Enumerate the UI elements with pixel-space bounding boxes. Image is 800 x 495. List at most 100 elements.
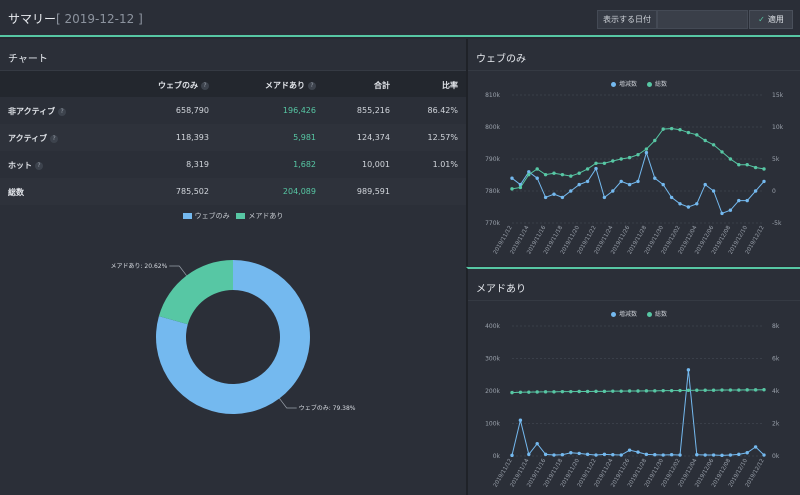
data-point — [720, 453, 724, 458]
cell-web: 658,790 — [175, 106, 209, 115]
row-label: ホット? — [8, 160, 43, 171]
cell-mail: 1,682 — [293, 160, 316, 169]
donut-slice — [156, 260, 310, 414]
data-point — [543, 390, 548, 394]
data-point — [577, 171, 581, 175]
data-point — [535, 390, 539, 394]
data-point — [728, 388, 733, 392]
data-point — [644, 389, 649, 393]
legend-label-total[interactable]: 総数 — [654, 81, 667, 88]
page-title-date: [ 2019-12-12 ] — [56, 12, 143, 26]
data-point — [711, 453, 716, 457]
data-point — [602, 161, 607, 165]
data-point — [636, 153, 640, 157]
data-point — [669, 126, 674, 131]
data-point — [527, 390, 531, 394]
apply-button[interactable]: ✓ 適用 — [749, 10, 793, 29]
data-point — [695, 453, 699, 457]
data-point — [669, 453, 674, 457]
data-point — [585, 389, 590, 394]
column-header-mail: メアドあり? — [265, 80, 316, 91]
data-point — [728, 453, 733, 457]
date-input[interactable] — [657, 10, 748, 29]
data-point — [560, 172, 565, 177]
data-point — [619, 179, 623, 184]
data-point — [678, 128, 682, 132]
data-point — [728, 157, 733, 161]
cell-ratio: 86.42% — [427, 106, 458, 115]
table-row: アクティブ? 118,393 5,981 124,374 12.57% — [0, 124, 466, 151]
data-point — [535, 176, 539, 180]
data-point — [661, 127, 665, 131]
help-icon[interactable]: ? — [50, 134, 59, 143]
data-point — [703, 182, 707, 187]
help-icon[interactable]: ? — [58, 107, 67, 116]
page-title: サマリー[ 2019-12-12 ] — [8, 10, 143, 27]
data-point — [518, 185, 523, 190]
data-point — [627, 389, 632, 393]
data-point — [678, 202, 682, 206]
cell-ratio: 12.57% — [427, 133, 458, 142]
data-point — [653, 389, 657, 393]
row-label: 非アクティブ? — [8, 106, 67, 117]
data-point — [720, 150, 724, 154]
web-only-legend: 増減数 総数 — [468, 79, 800, 88]
data-point — [518, 418, 523, 422]
legend-label-change[interactable]: 増減数 — [619, 311, 638, 318]
data-point — [560, 453, 565, 457]
data-point — [510, 390, 514, 395]
data-point — [711, 388, 716, 392]
data-point — [543, 195, 548, 200]
data-point — [653, 138, 657, 143]
data-point — [720, 211, 724, 216]
help-icon[interactable]: ? — [201, 81, 209, 90]
data-point — [510, 176, 514, 180]
legend-dot-total — [646, 82, 652, 87]
cell-total: 855,216 — [356, 106, 390, 115]
data-point — [619, 389, 623, 393]
legend-label-mail[interactable]: メアドあり — [248, 212, 284, 220]
data-point — [594, 161, 598, 165]
y-tick-label: 4k — [772, 388, 780, 395]
data-point — [737, 388, 741, 392]
y-tick-label: 400k — [485, 323, 500, 330]
data-point — [569, 174, 573, 178]
data-point — [737, 162, 741, 167]
help-icon[interactable]: ? — [308, 81, 316, 90]
data-point — [745, 198, 749, 203]
donut-chart: ウェブのみ: 79.38% メアドあり: 20.62% — [110, 260, 356, 414]
data-point — [669, 388, 674, 393]
cell-web: 8,319 — [186, 160, 209, 169]
y-tick-label: 0k — [493, 453, 501, 460]
y-tick-label: 0 — [772, 188, 776, 195]
data-point — [594, 389, 598, 394]
table-header: ウェブのみ? メアドあり? 合計 比率 — [0, 71, 466, 97]
data-point — [611, 189, 615, 193]
data-point — [560, 389, 565, 394]
data-point — [627, 448, 632, 452]
legend-label-web[interactable]: ウェブのみ — [194, 212, 230, 220]
y-tick-label: 0k — [772, 453, 780, 460]
data-point — [569, 451, 573, 455]
legend-label-total[interactable]: 総数 — [654, 311, 667, 318]
data-point — [661, 182, 665, 187]
donut-legend: ウェブのみ メアドあり — [0, 211, 466, 221]
table-row: 総数 785,502 204,089 989,591 — [0, 178, 466, 205]
cell-mail: 204,089 — [282, 187, 316, 196]
data-point — [678, 388, 682, 393]
legend-swatch-web — [182, 213, 192, 219]
help-icon[interactable]: ? — [35, 161, 43, 170]
data-point — [611, 453, 615, 457]
top-bar: サマリー[ 2019-12-12 ] 表示する日付 ✓ 適用 — [0, 0, 800, 37]
data-point — [728, 208, 733, 212]
data-point — [560, 195, 565, 200]
legend-label-change[interactable]: 増減数 — [619, 81, 638, 88]
column-header-ratio: 比率 — [442, 81, 458, 90]
donut-slice-label: メアドあり: 20.62% — [110, 263, 167, 270]
y-tick-label: -5k — [772, 220, 782, 227]
date-label: 表示する日付 — [597, 10, 657, 29]
y-tick-label: 100k — [485, 421, 500, 428]
y-tick-label: 6k — [772, 356, 780, 363]
column-header-total: 合計 — [374, 81, 390, 90]
